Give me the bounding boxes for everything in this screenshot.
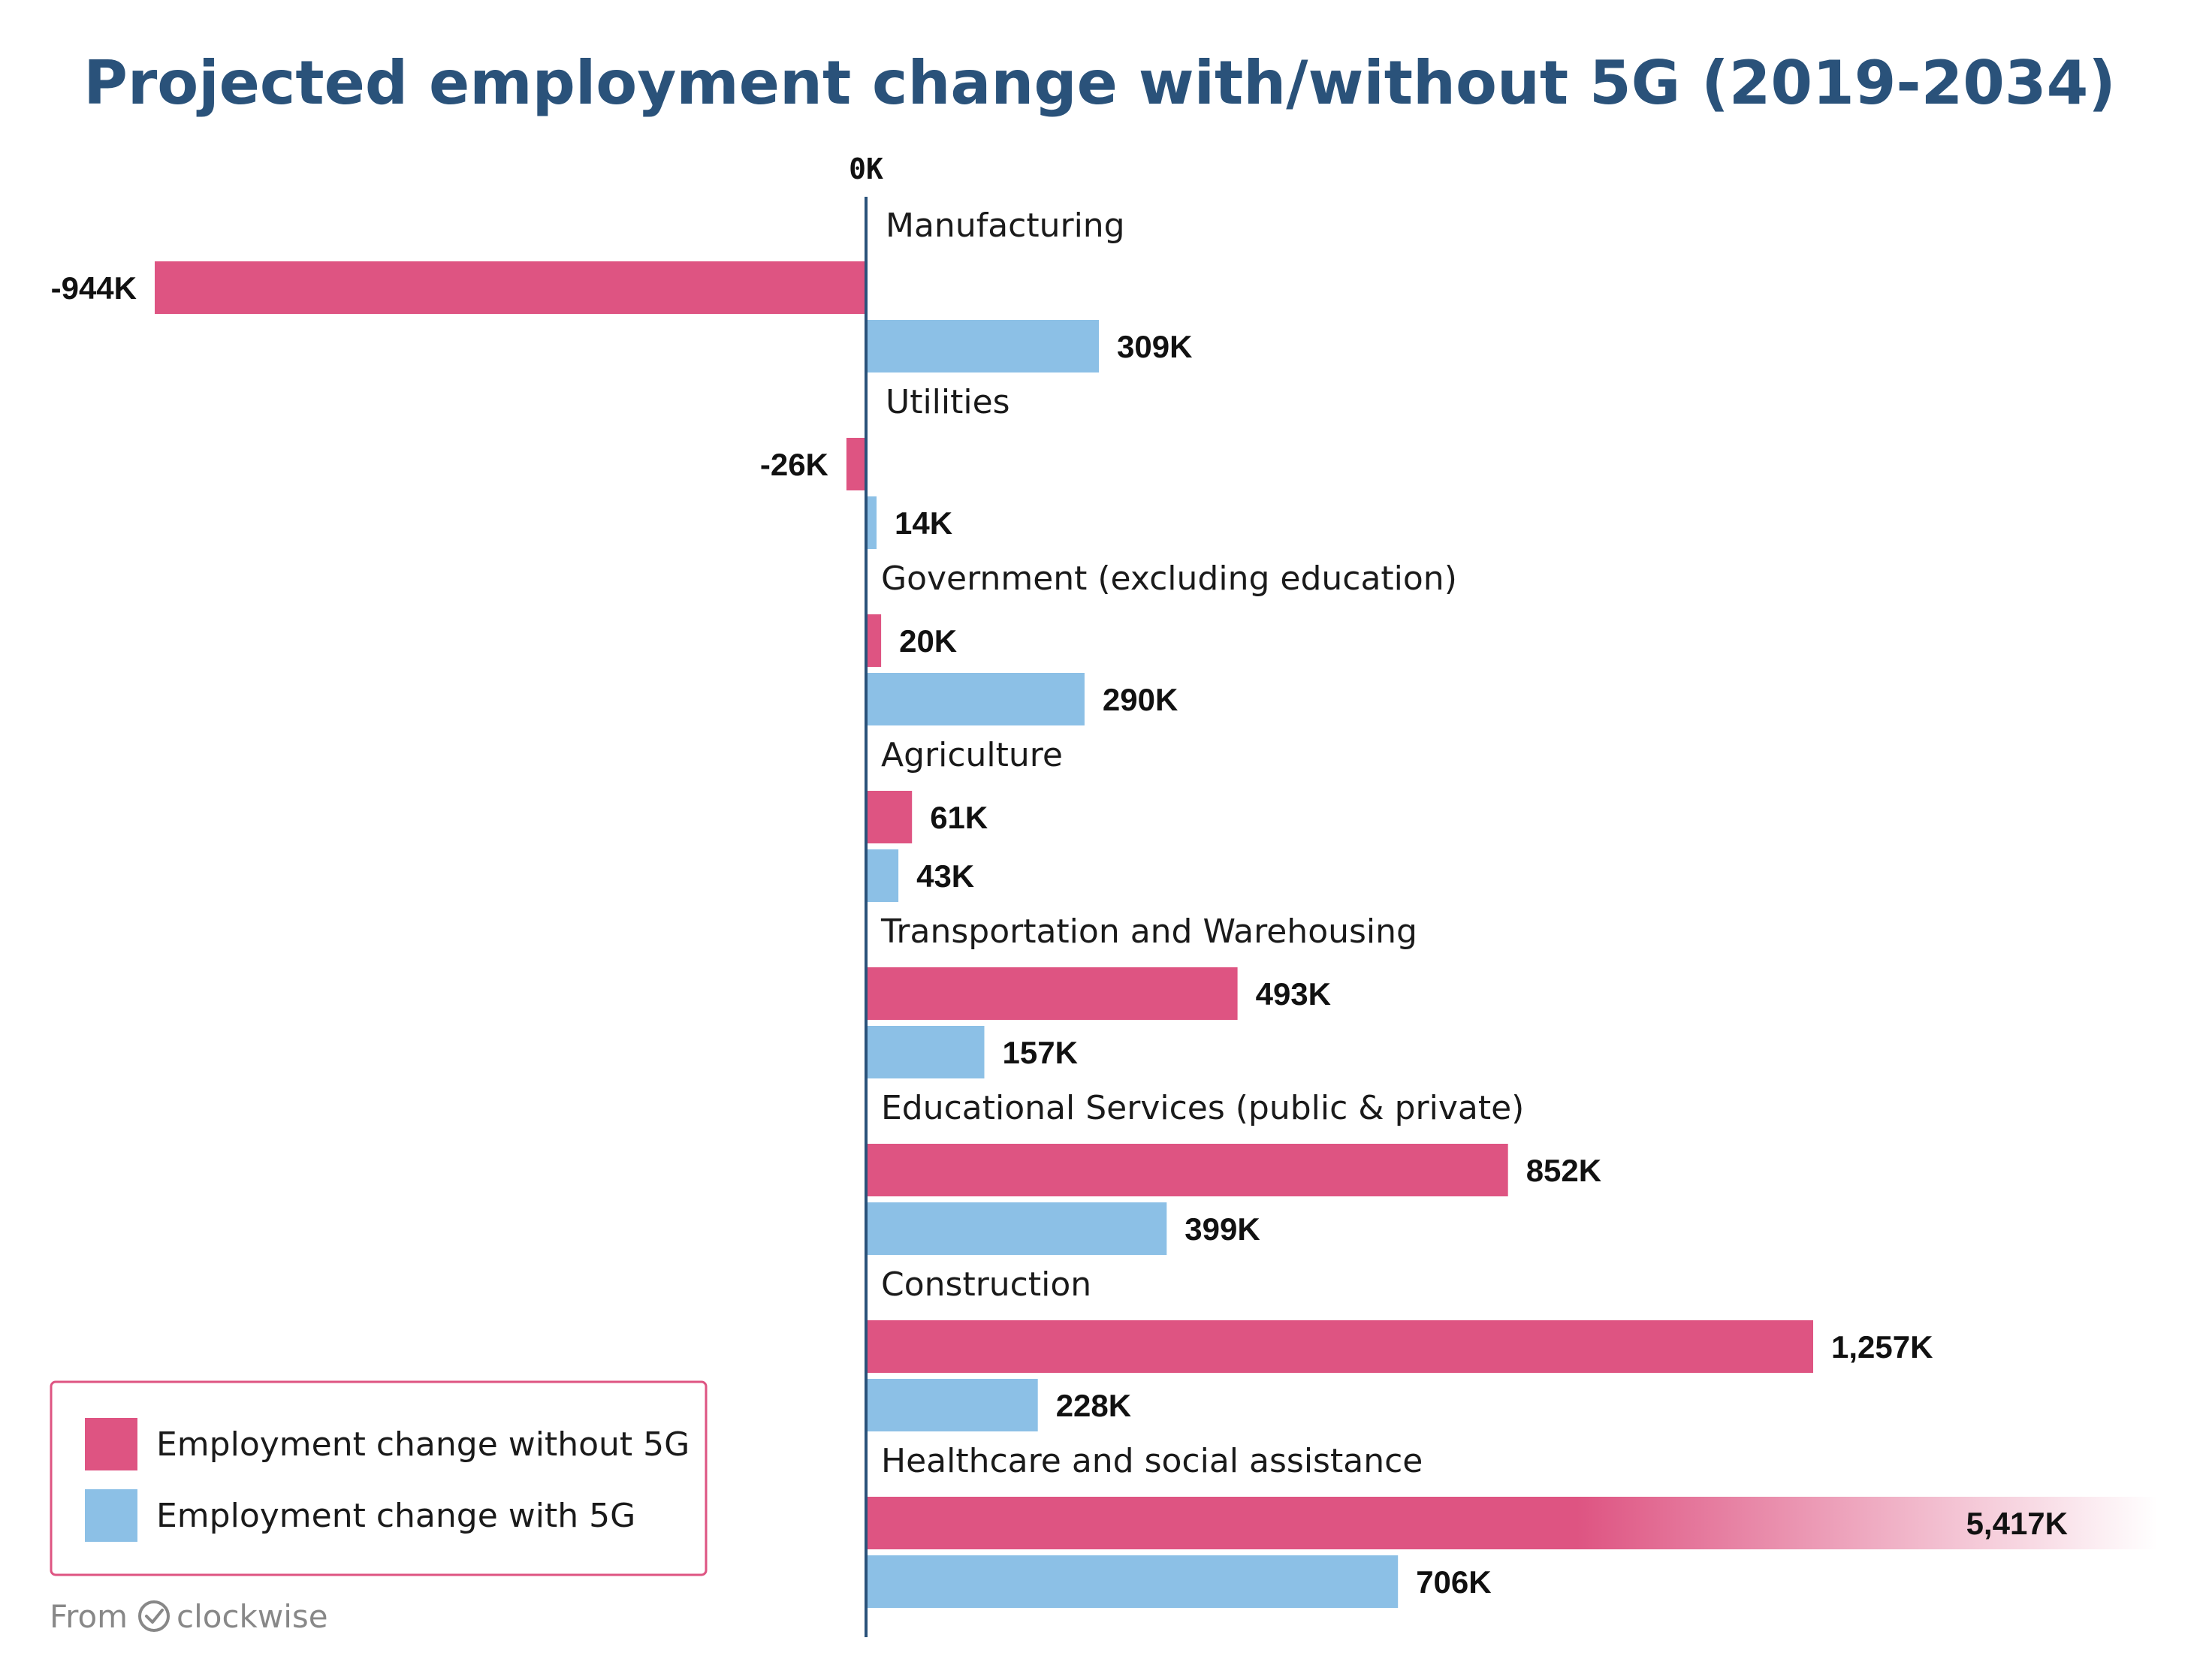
bar-without-5g-government-excluding-education bbox=[866, 614, 882, 667]
bar-with-5g-construction bbox=[866, 1379, 1038, 1431]
value-label-without-5g-manufacturing: -944K bbox=[51, 270, 137, 306]
value-label-with-5g-utilities: 14K bbox=[895, 505, 952, 541]
source-brand: clockwise bbox=[177, 1598, 328, 1635]
clockwise-logo-icon bbox=[138, 1600, 170, 1632]
source-prefix: From bbox=[50, 1598, 128, 1635]
value-label-with-5g-construction: 228K bbox=[1056, 1388, 1131, 1423]
value-label-with-5g-transportation-and-warehousing: 157K bbox=[1003, 1035, 1078, 1070]
bar-with-5g-government-excluding-education bbox=[866, 673, 1085, 725]
category-label-manufacturing: Manufacturing bbox=[886, 207, 1125, 245]
bar-with-5g-educational-services-public-private bbox=[866, 1202, 1167, 1255]
bar-without-5g-utilities bbox=[846, 438, 866, 490]
category-label-utilities: Utilities bbox=[886, 383, 1010, 421]
value-label-with-5g-agriculture: 43K bbox=[916, 858, 974, 894]
legend: Employment change without 5G Employment … bbox=[50, 1380, 708, 1576]
legend-box bbox=[50, 1380, 708, 1576]
bar-with-5g-agriculture bbox=[866, 849, 899, 902]
category-label-agriculture: Agriculture bbox=[881, 736, 1063, 774]
value-label-without-5g-agriculture: 61K bbox=[930, 800, 988, 835]
bar-without-5g-healthcare-and-social-assistance bbox=[866, 1497, 2158, 1549]
bar-without-5g-educational-services-public-private bbox=[866, 1144, 1508, 1196]
category-label-government-excluding-education: Government (excluding education) bbox=[881, 559, 1457, 598]
value-label-without-5g-government-excluding-education: 20K bbox=[899, 623, 957, 659]
bar-with-5g-manufacturing bbox=[866, 320, 1099, 372]
bar-without-5g-transportation-and-warehousing bbox=[866, 967, 1238, 1020]
category-label-transportation-and-warehousing: Transportation and Warehousing bbox=[880, 912, 1417, 951]
bar-with-5g-healthcare-and-social-assistance bbox=[866, 1555, 1399, 1608]
chart-title: Projected employment change with/without… bbox=[83, 48, 2116, 118]
value-label-without-5g-educational-services-public-private: 852K bbox=[1526, 1153, 1601, 1188]
category-label-educational-services-public-private: Educational Services (public & private) bbox=[881, 1089, 1524, 1127]
legend-swatch-with-5g bbox=[85, 1489, 137, 1542]
value-label-without-5g-transportation-and-warehousing: 493K bbox=[1256, 976, 1331, 1012]
category-label-construction: Construction bbox=[881, 1265, 1091, 1304]
zero-axis-label: 0K bbox=[849, 152, 883, 185]
legend-label-with-5g: Employment change with 5G bbox=[156, 1497, 635, 1535]
legend-swatch-without-5g bbox=[85, 1418, 137, 1470]
value-label-with-5g-manufacturing: 309K bbox=[1117, 329, 1192, 364]
value-label-without-5g-healthcare-and-social-assistance: 5,417K bbox=[1966, 1506, 2068, 1541]
value-label-without-5g-utilities: -26K bbox=[760, 447, 828, 482]
bars-layer: Manufacturing -944K 309K Utilities -26K 14K Go… bbox=[51, 207, 2158, 1608]
source-credit: From clockwise bbox=[50, 1598, 328, 1635]
category-label-healthcare-and-social-assistance: Healthcare and social assistance bbox=[881, 1442, 1423, 1480]
bar-without-5g-manufacturing bbox=[155, 261, 866, 314]
bar-with-5g-transportation-and-warehousing bbox=[866, 1026, 985, 1078]
legend-label-without-5g: Employment change without 5G bbox=[156, 1425, 690, 1464]
bar-with-5g-utilities bbox=[866, 496, 877, 549]
value-label-with-5g-government-excluding-education: 290K bbox=[1103, 682, 1178, 717]
value-label-with-5g-healthcare-and-social-assistance: 706K bbox=[1416, 1564, 1491, 1600]
bar-without-5g-agriculture bbox=[866, 791, 913, 843]
bar-without-5g-construction bbox=[866, 1320, 1813, 1373]
value-label-without-5g-construction: 1,257K bbox=[1831, 1329, 1933, 1365]
value-label-with-5g-educational-services-public-private: 399K bbox=[1184, 1211, 1260, 1247]
